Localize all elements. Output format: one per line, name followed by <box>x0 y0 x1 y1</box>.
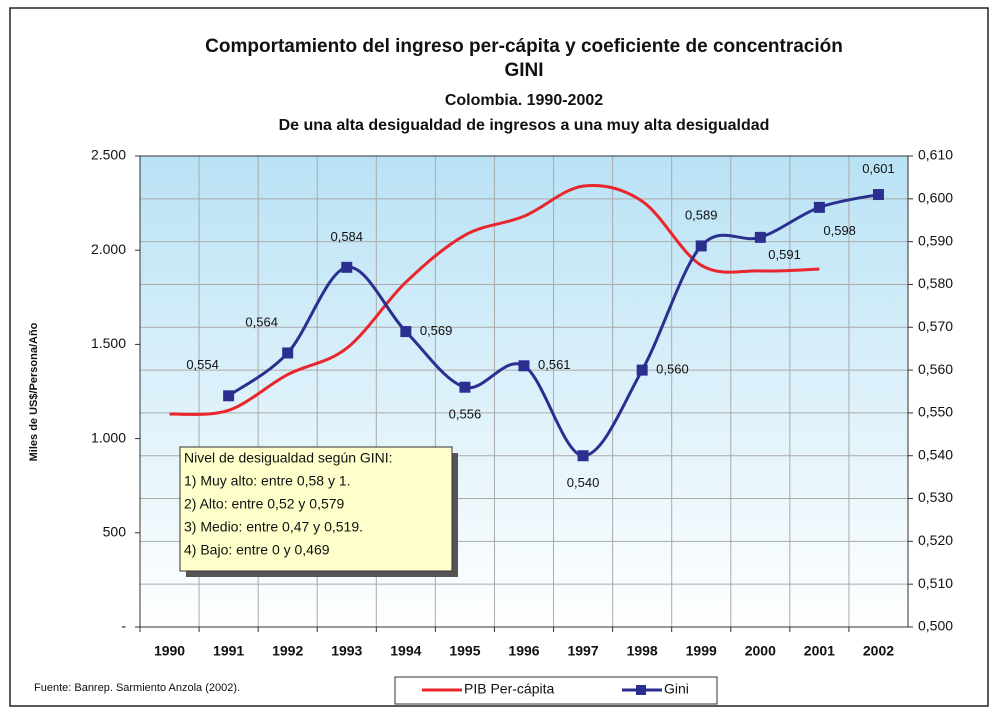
y2-tick-label: 0,550 <box>918 404 953 420</box>
chart-title: Comportamiento del ingreso per-cápita y … <box>205 36 843 57</box>
x-tick-label: 2000 <box>745 643 776 659</box>
y2-tick-label: 0,530 <box>918 489 953 505</box>
y2-tick-label: 0,540 <box>918 446 953 462</box>
y-tick-label: 1.500 <box>91 335 126 351</box>
x-tick-label: 1994 <box>390 643 421 659</box>
y2-tick-label: 0,600 <box>918 190 953 206</box>
chart-subtitle: De una alta desigualdad de ingresos a un… <box>279 117 770 134</box>
y2-tick-label: 0,610 <box>918 147 953 163</box>
data-label: 0,560 <box>656 362 689 377</box>
legend-label: PIB Per-cápita <box>464 681 554 697</box>
legend-label: Gini <box>664 681 689 697</box>
y2-tick-label: 0,570 <box>918 318 953 334</box>
marker <box>872 189 884 201</box>
annotation-text: 2) Alto: entre 0,52 y 0,579 <box>184 496 345 512</box>
marker <box>223 390 235 402</box>
data-label: 0,564 <box>245 314 278 329</box>
data-label: 0,584 <box>330 229 363 244</box>
x-tick-label: 1996 <box>508 643 539 659</box>
y-tick-label: 500 <box>103 524 127 540</box>
y-tick-label: 2.000 <box>91 241 126 257</box>
annotation-box <box>179 446 453 572</box>
data-label: 0,598 <box>823 223 856 238</box>
y2-tick-label: 0,590 <box>918 232 953 248</box>
x-tick-label: 1998 <box>627 643 658 659</box>
y2-tick-label: 0,500 <box>918 618 953 634</box>
data-label: 0,540 <box>567 475 600 490</box>
series-line <box>169 184 820 416</box>
annotation-text: 1) Muy alto: entre 0,58 y 1. <box>184 473 351 489</box>
legend-marker <box>636 685 646 695</box>
marker <box>577 450 589 462</box>
plot-border <box>139 155 909 628</box>
y-tick-label: - <box>121 618 126 634</box>
data-label: 0,556 <box>449 407 482 422</box>
y-tick-label: 2.500 <box>91 147 126 163</box>
x-tick-label: 1995 <box>449 643 480 659</box>
x-tick-label: 2001 <box>804 643 835 659</box>
chart-title: GINI <box>504 60 543 81</box>
marker <box>636 364 648 376</box>
marker <box>813 201 825 213</box>
data-label: 0,601 <box>862 161 895 176</box>
data-label: 0,561 <box>538 357 571 372</box>
marker <box>341 261 353 273</box>
y2-tick-label: 0,510 <box>918 575 953 591</box>
data-label: 0,554 <box>186 357 219 372</box>
y-tick-label: 1.000 <box>91 429 126 445</box>
x-tick-label: 1997 <box>567 643 598 659</box>
marker <box>400 326 412 338</box>
annotation-text: Nivel de desigualdad según GINI: <box>184 450 393 466</box>
y2-tick-label: 0,580 <box>918 275 953 291</box>
x-tick-label: 1990 <box>154 643 185 659</box>
y-axis-label: Miles de US$/Persona/Año <box>28 322 40 461</box>
source: Fuente: Banrep. Sarmiento Anzola (2002). <box>34 682 240 694</box>
data-label: 0,589 <box>685 207 718 222</box>
marker <box>754 231 766 243</box>
marker <box>518 360 530 372</box>
x-tick-label: 1999 <box>686 643 717 659</box>
y2-tick-label: 0,560 <box>918 361 953 377</box>
y2-tick-label: 0,520 <box>918 532 953 548</box>
marker <box>459 381 471 393</box>
x-tick-label: 1992 <box>272 643 303 659</box>
annotation-text: 3) Medio: entre 0,47 y 0,519. <box>184 519 363 535</box>
annotation-text: 4) Bajo: entre 0 y 0,469 <box>184 542 330 558</box>
marker <box>282 347 294 359</box>
chart-subtitle: Colombia. 1990-2002 <box>445 92 603 109</box>
x-tick-label: 2002 <box>863 643 894 659</box>
data-label: 0,569 <box>420 323 453 338</box>
x-tick-label: 1993 <box>331 643 362 659</box>
data-label: 0,591 <box>768 247 801 262</box>
x-tick-label: 1991 <box>213 643 244 659</box>
marker <box>695 240 707 252</box>
